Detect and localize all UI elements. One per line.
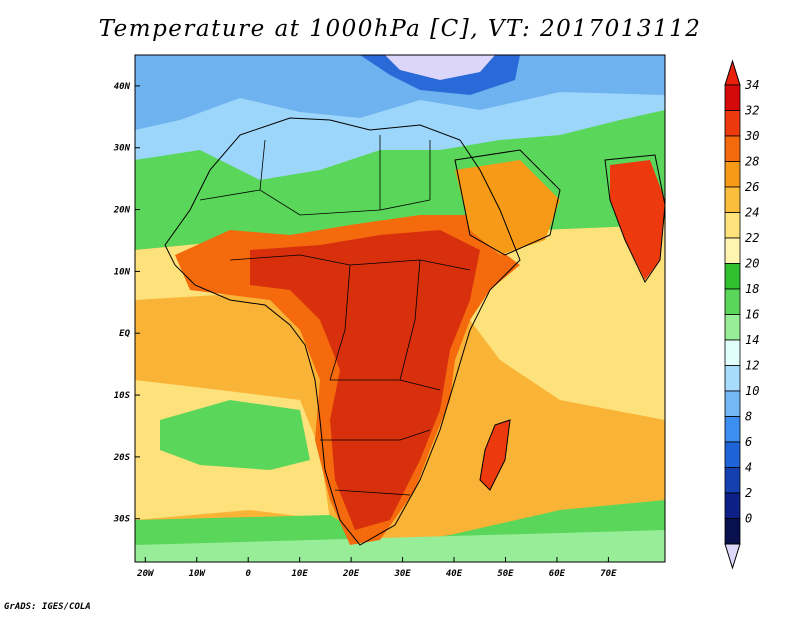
colorbar-swatch [724,390,741,417]
x-axis: 20W 10W 0 10E 20E 30E 40E 50E 60E 70E [136,557,617,579]
colorbar-label: 14 [745,333,759,347]
europe-coldest [385,55,495,80]
x-tick-label: 20E [342,569,360,579]
y-tick-label: EQ [119,329,130,339]
colorbar-swatch [724,135,741,162]
colorbar-swatch [724,492,741,519]
colorbar-label: 32 [744,104,759,118]
x-tick-label: 10W [189,569,207,579]
colorbar-swatch [724,441,741,468]
colorbar-label: 4 [745,461,752,475]
colorbar-label: 18 [745,282,759,296]
africa-coastline [164,117,521,546]
y-tick-label: 40N [114,82,131,92]
india-warm [610,160,665,280]
y-tick-label: 30N [113,144,131,154]
x-tick-label: 40E [446,569,463,579]
colorbar-swatch [724,365,741,392]
colorbar-label: 2 [745,486,752,500]
madagascar [480,420,510,490]
colorbar-swatch [724,237,741,264]
colorbar-swatch [724,416,741,443]
mediterranean-cool [135,55,665,130]
indian-ocean-pale [460,260,665,420]
plot-frame [134,54,666,563]
india-coastline [604,154,665,284]
colorbar-label: 10 [745,384,759,398]
colorbar-label: 34 [744,78,759,92]
x-tick-label: 70E [600,569,617,579]
southern-ocean-light [135,530,665,562]
colorbar-label: 8 [745,410,752,424]
colorbar-swatch [724,161,741,188]
colorbar-swatch [724,288,741,315]
y-tick-label: 20N [113,206,131,216]
map-title: Temperature at 1000hPa [C], VT: 20170131… [98,16,702,42]
colorbar-swatch [724,518,741,545]
colorbar-label: 28 [745,155,759,169]
y-tick-label: 30S [113,515,131,525]
temperature-field [135,55,665,562]
y-tick-label: 10N [114,267,131,277]
x-tick-label: 20W [136,569,155,579]
colorbar-swatch [724,186,741,213]
colorbar-label: 16 [745,308,759,322]
x-tick-label: 30E [393,569,411,579]
colorbar-swatch [724,339,741,366]
colorbar-label: 26 [745,180,759,194]
colorbar-label: 24 [745,206,759,220]
footer-credit: GrADS: IGES/COLA [4,602,91,612]
country-borders [199,135,471,496]
arabia-warm [455,160,560,255]
madagascar-coastline [479,419,511,491]
x-tick-label: 0 [245,569,251,579]
y-tick-label: 20S [113,453,131,463]
x-tick-label: 60E [549,569,566,579]
colorbar-swatch [724,110,741,137]
colorbar-label: 30 [744,129,759,143]
colorbar-label: 12 [745,359,759,373]
y-axis: 40N 30N 20N 10N EQ 10S 20S 30S [113,82,140,525]
colorbar-bottom-arrow [724,543,741,570]
south-atlantic-green [160,400,310,470]
arabia-coastline [454,149,561,256]
colorbar-label: 20 [745,257,759,271]
colorbar-swatch [724,263,741,290]
x-tick-label: 50E [497,569,514,579]
colorbar-label: 0 [745,512,752,526]
colorbar-swatch [724,84,741,111]
colorbar-top-arrow [724,59,741,86]
colorbar-swatch [724,314,741,341]
colorbar-swatch [724,212,741,239]
colorbar-label: 22 [745,231,759,245]
y-tick-label: 10S [114,391,131,401]
colorbar-swatch [724,467,741,494]
x-tick-label: 10E [292,569,309,579]
colorbar-label: 6 [745,435,752,449]
